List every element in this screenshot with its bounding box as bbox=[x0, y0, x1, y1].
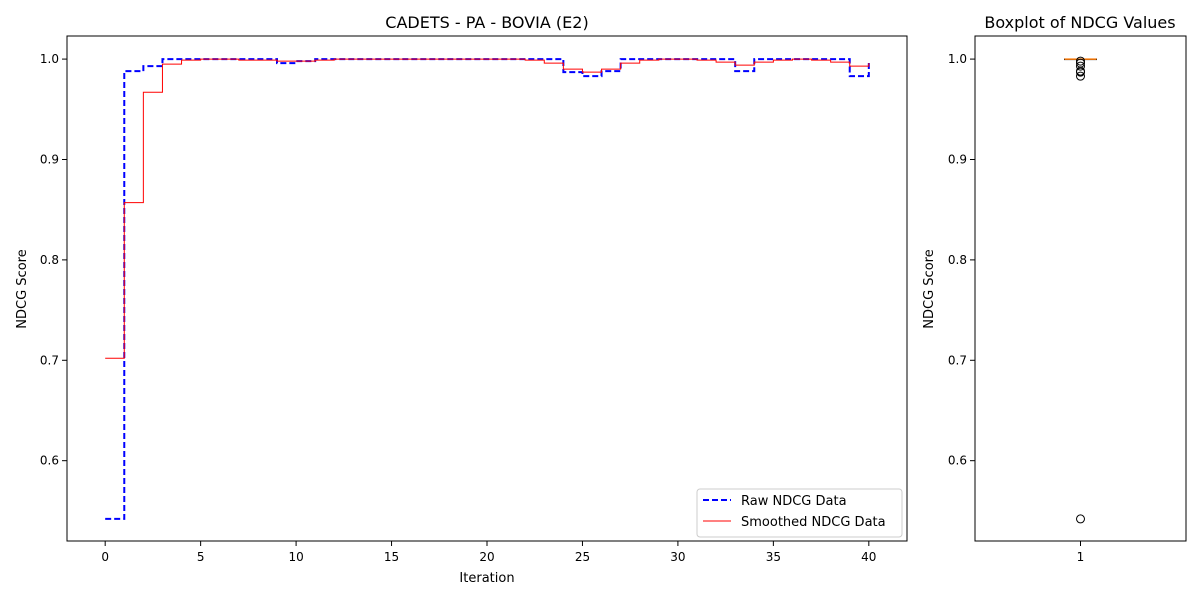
line-chart-y-axis-label: NDCG Score bbox=[15, 249, 30, 328]
line-chart: CADETS - PA - BOVIA (E2) 0 5 10 15 20 25 30 35 4… bbox=[15, 13, 908, 586]
line-chart-y-ticks: 0.6 0.7 0.8 0.9 1.0 bbox=[40, 52, 67, 468]
y-tick-label: 0.9 bbox=[40, 152, 59, 166]
x-tick-label: 10 bbox=[288, 550, 303, 564]
boxplot-y-tick-label: 1.0 bbox=[948, 52, 967, 66]
x-tick-label: 35 bbox=[766, 550, 781, 564]
x-tick-label: 30 bbox=[670, 550, 685, 564]
series-line-smoothed bbox=[105, 58, 870, 359]
y-tick-label: 1.0 bbox=[40, 52, 59, 66]
boxplot-y-tick-label: 0.8 bbox=[948, 253, 967, 267]
boxplot-x-tick-label: 1 bbox=[1077, 550, 1085, 564]
line-chart-x-ticks: 0 5 10 15 20 25 30 35 40 bbox=[101, 541, 876, 564]
y-tick-label: 0.7 bbox=[40, 353, 59, 367]
x-tick-label: 40 bbox=[861, 550, 876, 564]
boxplot-y-axis-label: NDCG Score bbox=[922, 249, 937, 328]
y-tick-label: 0.6 bbox=[40, 454, 59, 468]
boxplot-y-tick-label: 0.9 bbox=[948, 152, 967, 166]
x-tick-label: 15 bbox=[384, 550, 399, 564]
boxplot-outlier-point bbox=[1076, 514, 1085, 524]
legend-raw-label: Raw NDCG Data bbox=[741, 494, 847, 509]
legend-smoothed-label: Smoothed NDCG Data bbox=[741, 515, 886, 530]
line-chart-x-axis-label: Iteration bbox=[459, 571, 514, 586]
y-tick-label: 0.8 bbox=[40, 253, 59, 267]
boxplot-outlier-point bbox=[1076, 56, 1085, 66]
boxplot-y-ticks: 0.6 0.7 0.8 0.9 1.0 bbox=[948, 52, 975, 468]
boxplot-x-ticks: 1 bbox=[1077, 541, 1085, 564]
x-tick-label: 25 bbox=[575, 550, 590, 564]
boxplot-y-tick-label: 0.7 bbox=[948, 353, 967, 367]
boxplot-chart: Boxplot of NDCG Values 0.6 0.7 0.8 0.9 1.0 1… bbox=[922, 13, 1187, 564]
x-tick-label: 5 bbox=[197, 550, 205, 564]
legend-box bbox=[696, 488, 903, 538]
boxplot-outlier-point bbox=[1076, 71, 1085, 81]
boxplot-title: Boxplot of NDCG Values bbox=[984, 13, 1175, 32]
x-tick-label: 0 bbox=[101, 550, 109, 564]
boxplot-outlier-point bbox=[1076, 61, 1085, 71]
legend: Raw NDCG Data Smoothed NDCG Data bbox=[696, 488, 903, 538]
x-tick-label: 20 bbox=[479, 550, 494, 564]
line-chart-title: CADETS - PA - BOVIA (E2) bbox=[385, 13, 588, 32]
boxplot-y-tick-label: 0.6 bbox=[948, 454, 967, 468]
